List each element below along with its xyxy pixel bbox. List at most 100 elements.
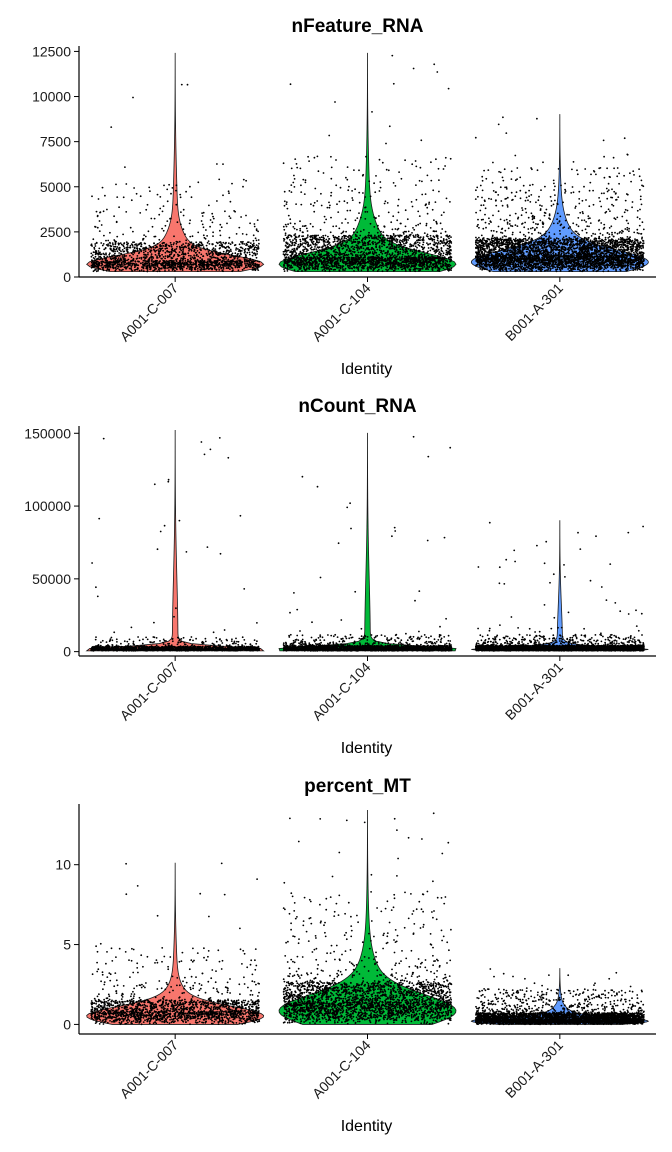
data-point [379,237,382,240]
data-point [115,221,118,224]
data-point [393,248,396,251]
data-point [246,266,248,269]
data-point [294,222,296,225]
data-point [256,263,259,266]
data-point [405,234,408,237]
data-point [200,253,203,256]
data-point [98,256,101,258]
data-point [157,267,160,269]
data-point [220,242,223,245]
data-point [356,245,359,247]
data-point [190,246,193,249]
data-point [146,270,149,273]
data-point [113,248,116,251]
data-point [254,268,257,271]
data-point [322,234,325,237]
data-point [323,237,325,240]
data-point [321,257,324,260]
data-point [216,163,218,165]
data-point [372,242,374,245]
data-point [227,252,230,255]
data-point [495,230,498,233]
data-point [354,233,357,236]
data-point [229,243,232,246]
data-point [181,267,184,270]
data-point [122,250,125,253]
data-point [160,257,163,260]
data-point [357,242,359,245]
data-point [125,211,128,213]
data-point [284,223,287,226]
data-point [90,252,93,255]
data-point [222,163,224,166]
data-point [425,203,427,206]
data-point [405,230,407,233]
data-point [125,249,128,251]
data-point [403,239,406,242]
data-point [337,256,340,259]
data-point [249,222,252,225]
data-point [545,235,547,238]
data-point [419,222,422,225]
data-point [325,238,328,241]
data-point [126,265,129,268]
data-point [150,262,153,265]
data-point [448,253,451,256]
data-point [130,252,133,255]
data-point [213,260,216,262]
data-point [294,236,297,239]
data-point [243,251,246,254]
data-point [102,268,104,271]
data-point [136,247,139,249]
data-point [433,236,436,239]
data-point [207,262,209,264]
data-point [122,196,125,199]
data-point [364,211,367,213]
data-point [313,256,316,259]
data-point [314,263,317,266]
data-point [282,162,285,165]
data-point [407,239,409,241]
data-point [199,256,202,259]
data-point [147,248,150,251]
data-point [421,180,423,183]
data-point [354,238,357,241]
data-point [368,236,370,239]
data-point [164,245,167,248]
data-point [253,264,256,267]
data-point [219,234,222,237]
data-point [130,256,133,259]
data-point [618,172,620,175]
data-point [181,269,184,271]
data-point [168,264,171,267]
data-point [219,264,222,266]
data-point [254,259,257,262]
data-point [420,139,423,142]
data-point [239,246,242,249]
data-point [155,267,158,270]
data-point [238,255,241,258]
data-point [258,265,260,268]
data-point [424,193,427,196]
data-point [96,226,99,229]
data-point [422,260,424,263]
data-point [336,240,339,243]
data-point [220,266,223,269]
data-point [402,241,404,243]
data-point [301,263,304,266]
data-point [121,249,124,251]
data-point [382,250,385,252]
data-point [237,269,240,272]
data-point [362,256,365,259]
data-point [286,270,289,272]
data-point [180,249,183,252]
data-point [382,231,385,234]
data-point [142,247,145,249]
data-point [253,225,256,228]
data-point [150,249,153,252]
data-point [298,253,300,255]
data-point [242,178,245,181]
data-point [388,261,391,264]
data-point [433,63,436,66]
data-point [164,247,167,250]
